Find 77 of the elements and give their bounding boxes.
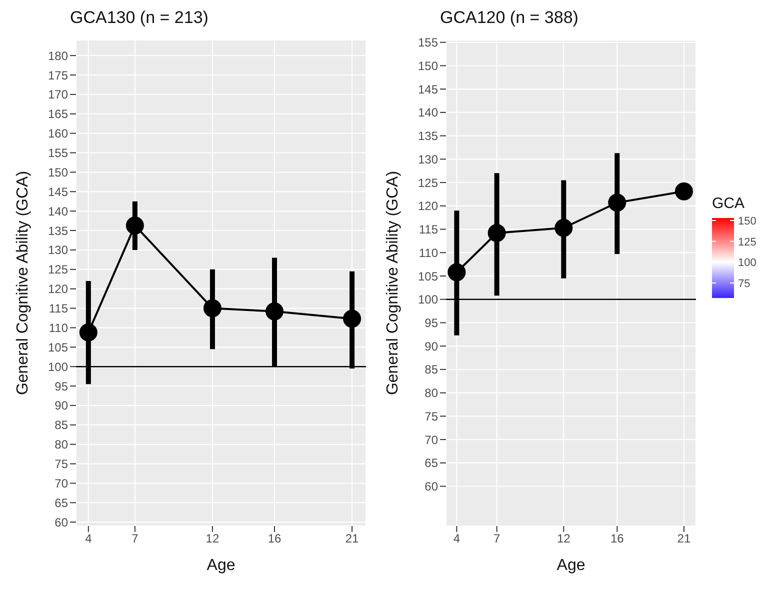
y-tick-label: 110 xyxy=(48,320,68,335)
point xyxy=(266,302,284,320)
y-tick-label: 135 xyxy=(418,129,438,144)
y-tick-label: 65 xyxy=(424,456,438,470)
y-tick-label: 60 xyxy=(424,480,438,494)
x-tick-label: 12 xyxy=(206,532,220,546)
y-tick-label: 115 xyxy=(418,222,438,237)
y-tick-label: 120 xyxy=(418,199,438,214)
y-tick-label: 90 xyxy=(54,398,68,413)
y-tick-label: 65 xyxy=(54,496,68,510)
y-tick-label: 105 xyxy=(48,340,68,354)
y-tick-label: 95 xyxy=(424,316,438,330)
y-tick-label: 155 xyxy=(418,36,438,50)
point xyxy=(126,216,144,234)
y-tick-label: 60 xyxy=(54,515,68,530)
y-tick-label: 180 xyxy=(48,48,68,63)
y-tick-label: 150 xyxy=(48,165,68,180)
y-tick-label: 150 xyxy=(418,58,438,73)
color-bar-title: GCA xyxy=(712,195,745,212)
y-tick-label: 130 xyxy=(48,243,68,258)
x-tick-label: 21 xyxy=(677,532,691,546)
x-axis-title: Age xyxy=(556,557,586,574)
color-bar-label: 125 xyxy=(738,236,756,248)
y-axis-title: General Cognitive Ability (GCA) xyxy=(14,170,32,396)
x-tick-label: 4 xyxy=(85,532,92,546)
y-tick-label: 70 xyxy=(54,476,68,490)
y-tick-label: 130 xyxy=(418,152,438,166)
x-tick-label: 12 xyxy=(556,532,571,546)
y-tick-label: 135 xyxy=(48,224,68,238)
y-tick-label: 90 xyxy=(424,339,438,354)
y-tick-label: 105 xyxy=(418,269,438,284)
x-tick-label: 7 xyxy=(493,532,500,546)
y-tick-label: 145 xyxy=(48,184,68,199)
y-tick-label: 100 xyxy=(418,292,438,307)
y-tick-label: 165 xyxy=(48,107,68,122)
y-tick-label: 70 xyxy=(424,432,438,447)
x-tick-label: 21 xyxy=(345,532,360,546)
color-bar-label: 100 xyxy=(738,257,756,270)
y-tick-label: 160 xyxy=(48,126,68,141)
y-tick-label: 140 xyxy=(48,204,68,218)
y-tick-label: 75 xyxy=(54,457,68,472)
y-tick-label: 95 xyxy=(54,379,68,394)
point xyxy=(488,224,506,242)
x-tick-label: 4 xyxy=(453,532,460,546)
color-bar-label: 75 xyxy=(738,278,750,290)
y-tick-label: 100 xyxy=(48,360,68,374)
x-tick-label: 16 xyxy=(610,532,624,546)
point xyxy=(608,194,626,212)
point xyxy=(674,182,693,200)
y-tick-label: 125 xyxy=(418,176,438,190)
y-tick-label: 120 xyxy=(48,282,68,296)
x-axis-title: Age xyxy=(206,557,236,574)
point xyxy=(203,299,222,318)
point xyxy=(343,310,362,328)
x-tick-label: 16 xyxy=(268,532,282,546)
chart-title: GCA120 (n = 388) xyxy=(440,8,580,29)
y-axis-title: General Cognitive Ability (GCA) xyxy=(384,170,402,396)
y-tick-label: 145 xyxy=(418,82,438,96)
chart-title: GCA130 (n = 213) xyxy=(70,8,210,29)
y-tick-label: 80 xyxy=(54,438,68,452)
y-tick-label: 110 xyxy=(418,246,438,260)
y-tick-label: 115 xyxy=(48,302,68,316)
color-bar-label: 150 xyxy=(738,216,756,228)
y-tick-label: 85 xyxy=(424,362,438,377)
point xyxy=(448,263,466,282)
colorbar: GCA 75 100 125 150 xyxy=(708,188,778,318)
y-tick-label: 170 xyxy=(48,88,68,102)
y-tick-label: 85 xyxy=(54,418,68,432)
point xyxy=(554,218,573,237)
x-tick-label: 7 xyxy=(132,532,139,546)
y-tick-label: 80 xyxy=(424,386,438,400)
y-tick-label: 155 xyxy=(48,146,68,160)
y-tick-label: 175 xyxy=(48,68,68,82)
y-tick-label: 125 xyxy=(48,262,68,277)
y-tick-label: 75 xyxy=(424,409,438,424)
y-tick-label: 140 xyxy=(418,106,438,120)
point xyxy=(79,323,98,342)
